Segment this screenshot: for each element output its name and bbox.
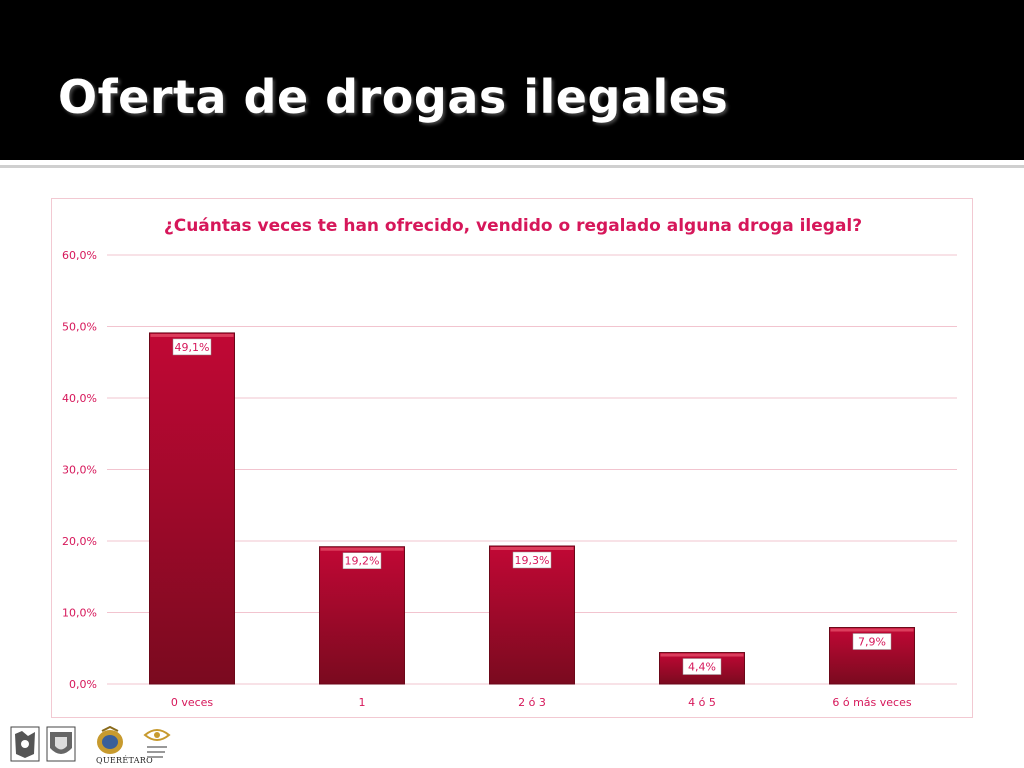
data-label-box — [172, 338, 212, 356]
slide-title: Oferta de drogas ilegales — [58, 70, 729, 124]
y-tick-label: 10,0% — [62, 607, 97, 620]
data-label: 7,9% — [858, 636, 886, 649]
chart-title: ¿Cuántas veces te han ofrecido, vendido … — [164, 216, 862, 236]
data-label-box — [682, 658, 722, 675]
data-label-box — [852, 633, 892, 650]
x-tick-label: 6 ó más veces — [832, 696, 911, 709]
bar-highlight — [830, 628, 914, 632]
bar — [319, 546, 405, 685]
x-tick-label: 0 veces — [171, 696, 214, 709]
x-tick-label: 1 — [359, 696, 366, 709]
queretaro-emblem-logo — [97, 726, 123, 754]
shield-logo — [46, 726, 76, 762]
title-bar: Oferta de drogas ilegales — [0, 0, 1024, 160]
chart-frame: ¿Cuántas veces te han ofrecido, vendido … — [51, 198, 973, 718]
bar-highlight — [660, 653, 744, 657]
data-label: 49,1% — [175, 341, 210, 354]
title-divider — [0, 165, 1024, 168]
x-tick-label: 2 ó 3 — [518, 696, 546, 709]
bar — [149, 332, 235, 685]
data-label-box — [512, 551, 552, 569]
bar-highlight — [490, 547, 574, 551]
footer-logos: QUERÉTARO — [8, 724, 178, 768]
y-tick-label: 50,0% — [62, 321, 97, 334]
coat-of-arms-logo — [10, 726, 40, 762]
y-tick-label: 60,0% — [62, 249, 97, 262]
bar-highlight — [150, 333, 234, 337]
data-label: 19,3% — [515, 554, 550, 567]
y-tick-label: 40,0% — [62, 392, 97, 405]
queretaro-label: QUERÉTARO — [96, 756, 153, 765]
y-tick-label: 30,0% — [62, 464, 97, 477]
data-label: 4,4% — [688, 661, 716, 674]
y-tick-label: 0,0% — [69, 678, 97, 691]
bar-highlight — [320, 547, 404, 551]
bar — [489, 545, 575, 685]
x-tick-label: 4 ó 5 — [688, 696, 716, 709]
data-label: 19,2% — [345, 555, 380, 568]
eye-logo — [143, 729, 171, 758]
data-label-box — [342, 552, 382, 569]
bar-chart: ¿Cuántas veces te han ofrecido, vendido … — [62, 216, 957, 709]
y-tick-label: 20,0% — [62, 535, 97, 548]
